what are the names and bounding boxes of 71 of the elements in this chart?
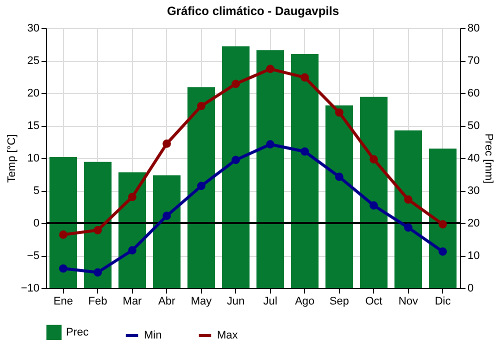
legend-label: Min [144, 330, 162, 342]
point [59, 264, 68, 273]
x-tick-label: Ago [294, 296, 315, 308]
y-tick-label: 30 [27, 22, 40, 34]
y-tick-label: 15 [27, 120, 40, 132]
bar [428, 148, 457, 288]
y-tick-label: 0 [33, 218, 40, 230]
point [266, 140, 274, 149]
bar [256, 50, 284, 288]
y-tick-label: 10 [27, 152, 40, 164]
point [162, 140, 171, 148]
x-tick-label: Dic [434, 296, 452, 308]
point [232, 80, 240, 88]
y-tick-label: 5 [33, 185, 40, 197]
legend-label: Prec [66, 326, 90, 338]
legend-label: Max [217, 330, 238, 342]
y2-tick-label: 0 [468, 282, 474, 294]
y-axis-title: Temp [°C] [6, 134, 18, 183]
x-tick-label: Jul [263, 296, 278, 308]
y2-tick-label: 10 [468, 250, 480, 262]
bar [84, 162, 112, 288]
point [404, 223, 412, 232]
y2-tick-label: 40 [468, 152, 480, 164]
y-tick-label: −10 [20, 282, 40, 294]
point [335, 108, 344, 117]
point [94, 226, 102, 234]
bar [152, 175, 181, 288]
x-tick-label: Nov [398, 296, 419, 308]
y2-tick-label: 20 [468, 218, 480, 230]
y-tick-label: 20 [27, 88, 40, 100]
x-tick-label: Jun [226, 296, 245, 308]
point [128, 246, 136, 254]
point [162, 212, 171, 220]
point [438, 247, 447, 256]
point [404, 195, 412, 204]
y2-tick-label: 70 [468, 55, 480, 67]
bar [360, 96, 388, 288]
x-tick-label: Feb [88, 296, 108, 308]
point [197, 102, 206, 110]
point [94, 268, 102, 277]
point [438, 220, 447, 228]
point [335, 172, 344, 182]
point [300, 147, 309, 156]
point [370, 201, 378, 210]
y2-tick-label: 60 [468, 88, 480, 100]
x-tick-label: Abr [158, 296, 176, 308]
x-tick-label: Ene [53, 296, 74, 308]
point [197, 182, 206, 190]
x-tick-label: May [190, 296, 212, 308]
point [370, 155, 378, 164]
bar [49, 157, 78, 288]
y2-tick-label: 80 [468, 22, 480, 34]
x-tick-label: Mar [122, 296, 142, 308]
y2-tick-label: 30 [468, 185, 480, 197]
bar [187, 87, 216, 288]
y2-axis-title: Prec [mm] [482, 133, 495, 184]
x-tick-label: Oct [365, 296, 382, 308]
point [59, 230, 68, 239]
y-tick-label: −5 [26, 250, 40, 262]
bar [394, 130, 422, 288]
bar [290, 54, 319, 288]
point [232, 156, 240, 164]
chart-title: Gráfico climático - Daugavpils [166, 4, 340, 18]
bar [222, 46, 250, 288]
point [300, 73, 309, 82]
point [266, 64, 274, 74]
point [128, 192, 136, 202]
y2-tick-label: 50 [468, 120, 480, 132]
x-tick-label: Sep [329, 296, 350, 308]
bar [325, 105, 354, 288]
y-tick-label: 25 [27, 55, 40, 67]
